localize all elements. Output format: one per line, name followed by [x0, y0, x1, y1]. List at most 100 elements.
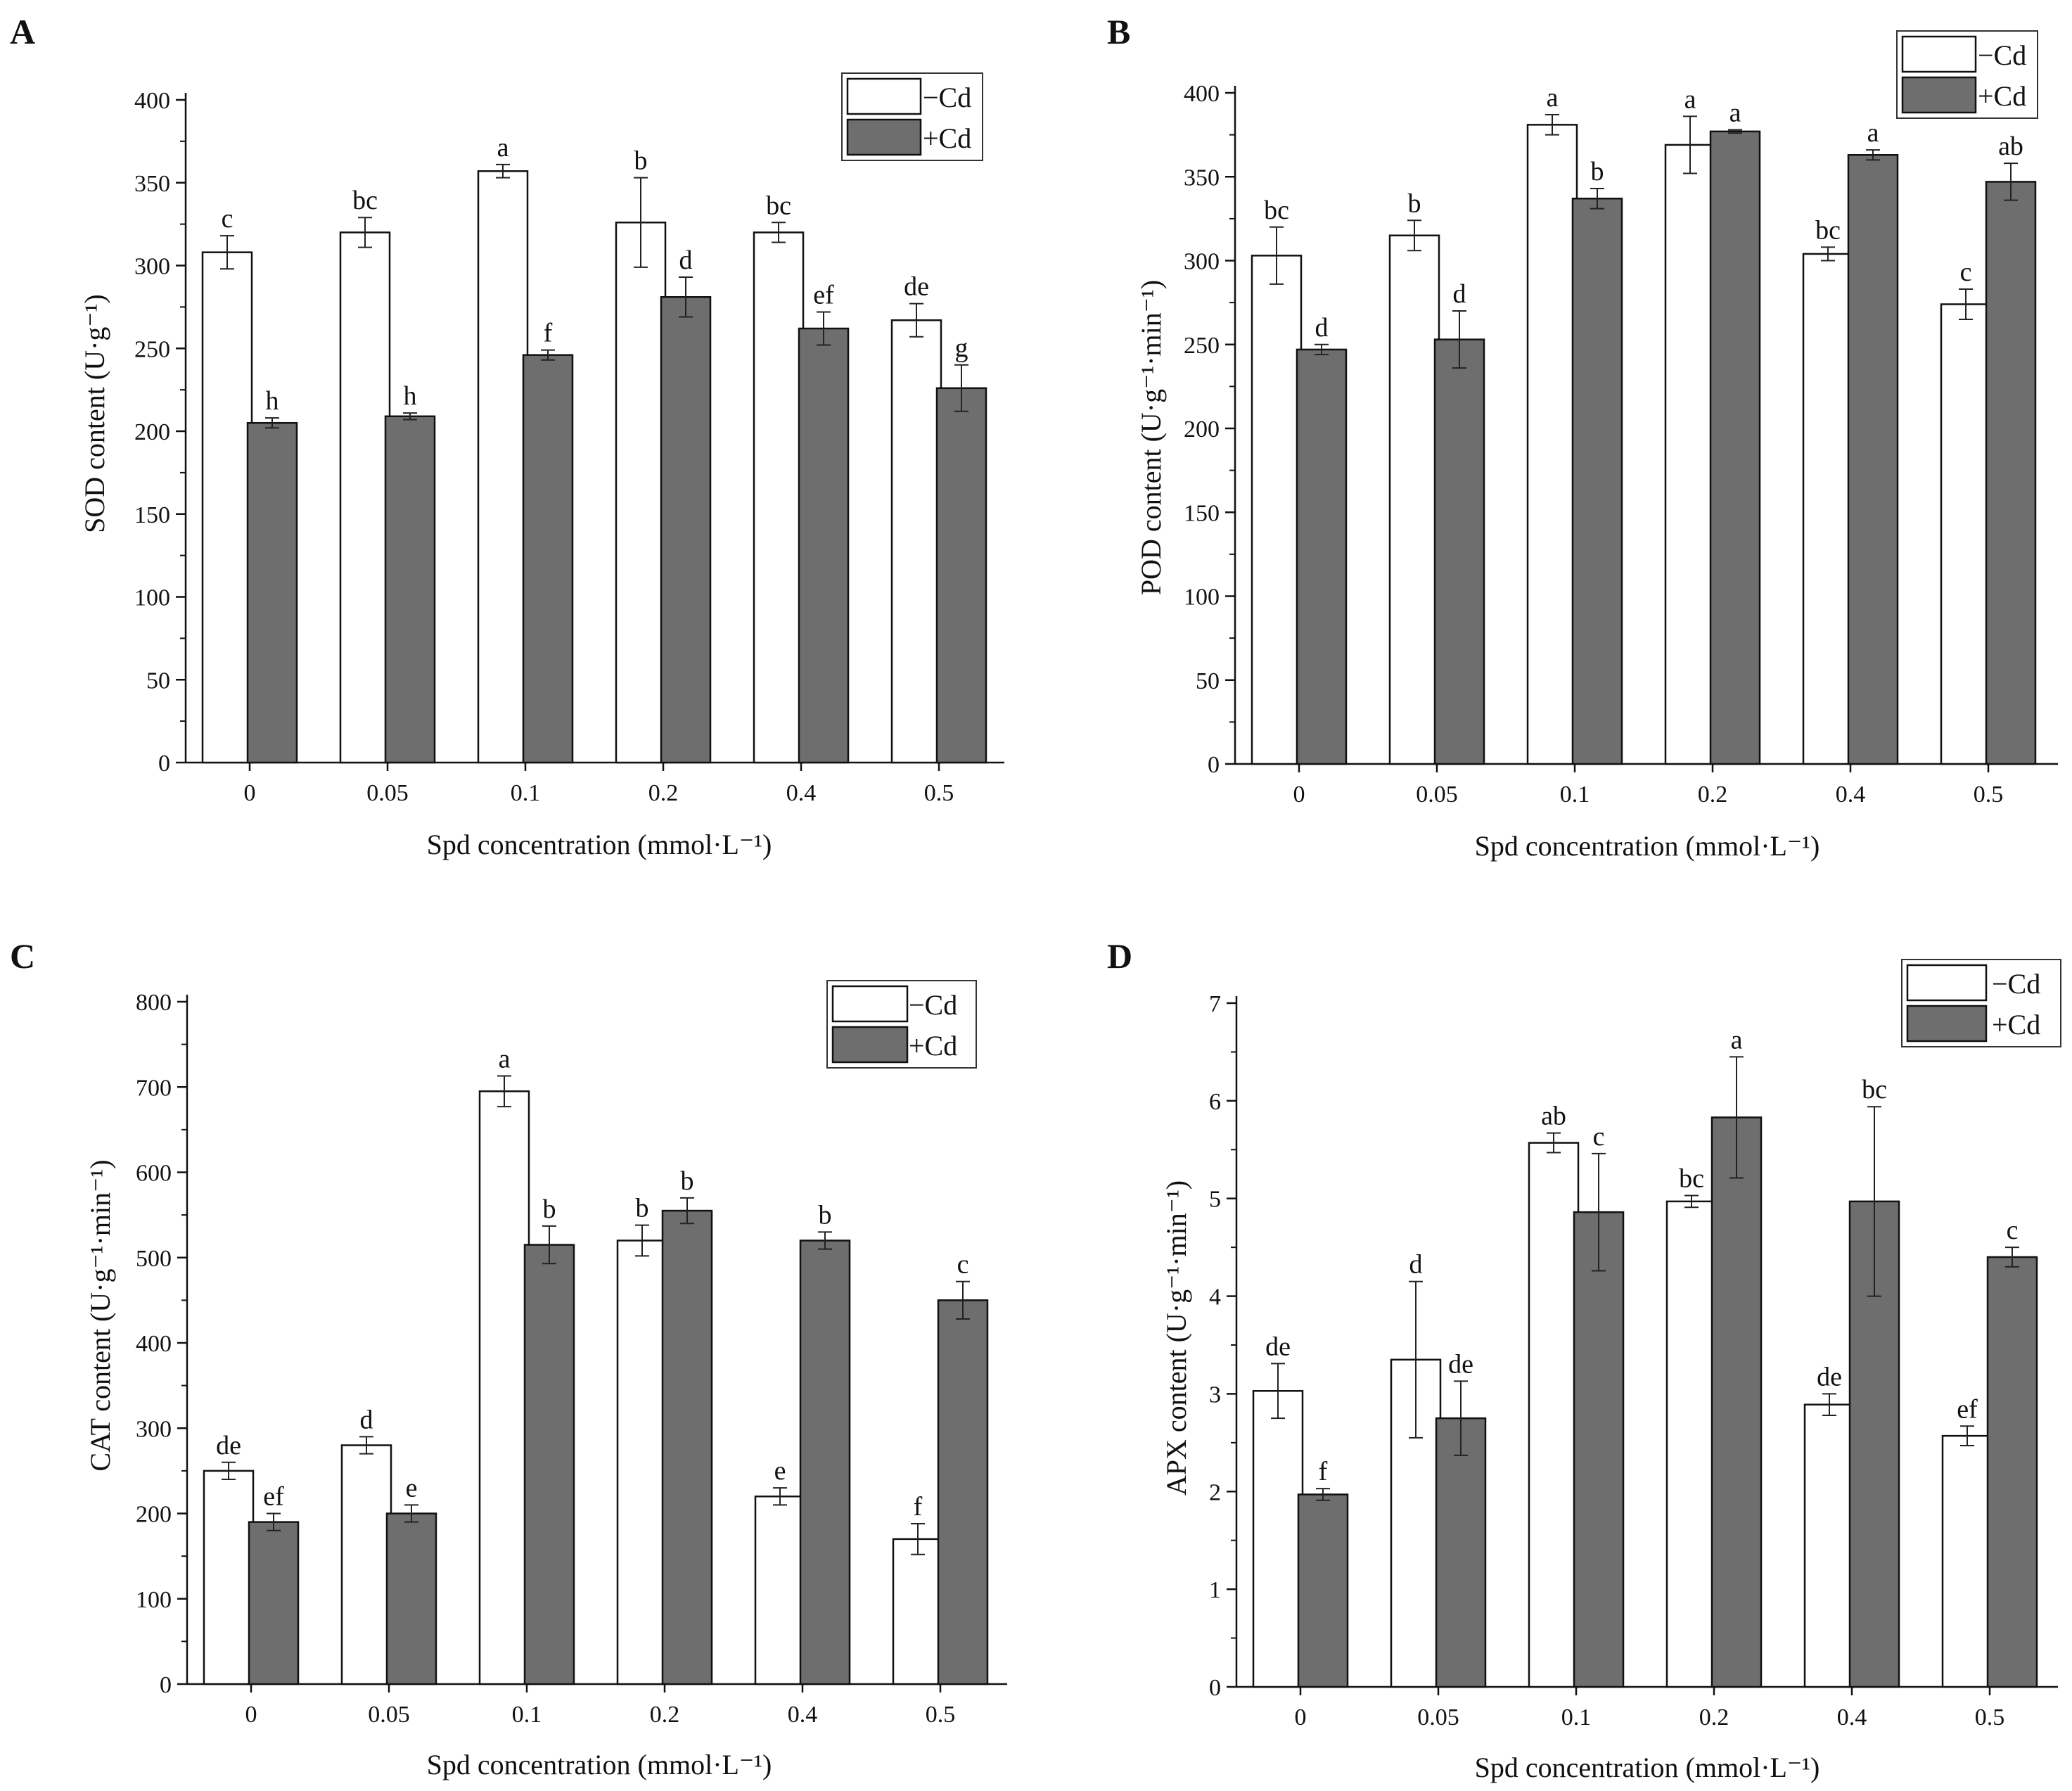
panel-c-legend-label-minus-cd: −Cd [909, 989, 957, 1021]
panel-b-bar-plus-cd [1296, 348, 1348, 765]
panel-a-legend-swatch-plus-cd [846, 118, 922, 156]
panel-a-significance-label: g [955, 333, 968, 363]
panel-a-y-tick-label: 0 [158, 751, 170, 777]
panel-b-y-tick-label: 250 [1184, 333, 1220, 359]
panel-d-significance-label: ab [1541, 1102, 1566, 1131]
panel-b-chart: 0501001502002503003504000bcd0.05bd0.1ab0… [1184, 81, 2058, 808]
panel-b-significance-label: d [1315, 313, 1329, 343]
panel-c-significance-label: b [636, 1194, 649, 1223]
panel-b-y-tick-label: 50 [1196, 668, 1220, 694]
panel-c-legend-swatch-minus-cd [831, 985, 909, 1023]
panel-b-bar-minus-cd [1526, 124, 1578, 765]
panel-d-bar-minus-cd [1528, 1142, 1580, 1688]
panel-b-bar-minus-cd [1940, 303, 1992, 765]
panel-c-significance-label: c [957, 1250, 969, 1280]
panel-d-y-tick-label: 2 [1209, 1479, 1221, 1505]
panel-c-y-tick-label: 0 [160, 1672, 172, 1698]
panel-d-y-tick-label: 5 [1209, 1187, 1221, 1213]
panel-c-y-tick-label: 200 [136, 1502, 172, 1528]
panel-a-significance-label: ef [813, 280, 834, 310]
panel-d-bar-plus-cd [1297, 1493, 1349, 1688]
panel-a-bar-minus-cd [339, 231, 391, 764]
panel-d-bar-minus-cd [1941, 1434, 1993, 1688]
panel-d-bar-minus-cd [1803, 1403, 1855, 1688]
panel-d-x-axis-title: Spd concentration (mmol·L⁻¹) [1475, 1752, 1820, 1783]
panel-c-label: C [10, 936, 35, 976]
panel-d-x-tick-label: 0.4 [1837, 1704, 1867, 1731]
panel-d-y-tick-label: 0 [1209, 1675, 1221, 1701]
panel-b-y-axis-title: POD content (U·g⁻¹·min⁻¹) [1135, 280, 1167, 595]
panel-a-significance-label: h [266, 386, 279, 416]
panel-d-significance-label: bc [1862, 1075, 1887, 1104]
panel-c-bar-minus-cd [616, 1239, 668, 1685]
panel-d-x-tick-label: 0 [1295, 1704, 1307, 1731]
panel-b-x-tick-label: 0 [1293, 782, 1305, 808]
panel-c-x-tick-label: 0.4 [788, 1702, 818, 1728]
panel-b-bar-minus-cd [1664, 144, 1716, 765]
panel-c-y-tick-label: 500 [136, 1246, 172, 1272]
panel-a-bar-minus-cd [890, 319, 942, 764]
panel-a-significance-label: d [679, 246, 693, 275]
panel-c-bar-minus-cd [478, 1090, 530, 1685]
panel-c-bar-minus-cd [754, 1496, 806, 1685]
panel-b-significance-label: a [1729, 98, 1741, 127]
panel-a-y-tick-label: 150 [134, 502, 170, 528]
panel-b-bar-minus-cd [1388, 234, 1440, 765]
panel-d-chart: 012345670def0.05dde0.1abc0.2bca0.4debc0.… [1209, 991, 2058, 1731]
panel-c-bar-plus-cd [385, 1512, 437, 1685]
panel-d-y-tick-label: 4 [1209, 1285, 1221, 1311]
panel-a-significance-label: de [904, 272, 929, 302]
panel-b-significance-label: b [1591, 157, 1604, 186]
panel-b-x-tick-label: 0.1 [1560, 782, 1590, 808]
panel-c-bar-minus-cd [203, 1470, 255, 1685]
panel-d-significance-label: de [1448, 1349, 1473, 1379]
panel-d-legend-swatch-plus-cd [1906, 1005, 1988, 1043]
panel-a-bar-plus-cd [522, 354, 574, 764]
panel-d-legend-swatch-minus-cd [1906, 964, 1988, 1002]
panel-b-bar-plus-cd [1985, 181, 2037, 765]
panel-a-significance-label: b [634, 146, 648, 176]
panel-c-significance-label: d [360, 1405, 373, 1434]
panel-c-chart: 01002003004005006007008000deef0.05de0.1a… [136, 990, 1007, 1728]
panel-a-y-tick-label: 200 [134, 419, 170, 445]
panel-a-bar-minus-cd [615, 222, 667, 764]
panel-c-x-tick-label: 0.2 [650, 1702, 680, 1728]
panel-c-bar-plus-cd [661, 1209, 713, 1685]
panel-b-significance-label: bc [1264, 196, 1289, 225]
panel-b-y-tick-label: 100 [1184, 585, 1220, 611]
panel-b-y-tick-label: 400 [1184, 81, 1220, 107]
panel-d-legend: −Cd +Cd [1901, 959, 2061, 1047]
panel-a-bar-plus-cd [798, 327, 850, 764]
panel-c-y-tick-label: 300 [136, 1416, 172, 1442]
panel-c-legend-swatch-plus-cd [831, 1026, 909, 1064]
panel-c-significance-label: b [543, 1194, 556, 1224]
panel-b-legend-label-plus-cd: +Cd [1978, 80, 2026, 112]
panel-d-significance-label: c [1593, 1122, 1605, 1152]
panel-c-bar-plus-cd [937, 1299, 989, 1685]
panel-b-bar-plus-cd [1709, 130, 1761, 765]
panel-c-y-axis-title: CAT content (U·g⁻¹·min⁻¹) [84, 1159, 116, 1471]
panel-d-bar-plus-cd [1710, 1116, 1763, 1688]
panel-b-label: B [1107, 12, 1130, 51]
panel-a-legend: −Cd +Cd [841, 72, 983, 161]
panel-a-significance-label: a [497, 133, 509, 162]
panel-c-legend: −Cd +Cd [826, 980, 977, 1069]
panel-a-y-axis-title: SOD content (U·g⁻¹) [79, 294, 110, 533]
panel-b-bar-minus-cd [1251, 255, 1303, 765]
panel-b-x-tick-label: 0.4 [1836, 782, 1866, 808]
panel-b-y-tick-label: 350 [1184, 165, 1220, 191]
panel-b-bar-minus-cd [1802, 253, 1854, 765]
panel-a: A 0 50 100 150 200 250 300 350 400 0 c h 0.05 bc h 0.1 a… [10, 12, 1004, 860]
panel-c-significance-label: a [499, 1044, 511, 1073]
panel-d-significance-label: bc [1679, 1164, 1704, 1194]
panel-d-bar-plus-cd [1573, 1211, 1625, 1688]
panel-a-bar-minus-cd [753, 231, 805, 764]
panel-b-bar-plus-cd [1433, 338, 1485, 765]
panel-b-significance-label: a [1547, 83, 1559, 113]
panel-c-x-tick-label: 0.1 [512, 1702, 542, 1728]
panel-d-y-tick-label: 7 [1209, 991, 1221, 1017]
panel-a-bar-plus-cd [935, 387, 987, 764]
panel-a-significance-label: bc [766, 191, 791, 220]
panel-d-significance-label: de [1265, 1332, 1291, 1361]
